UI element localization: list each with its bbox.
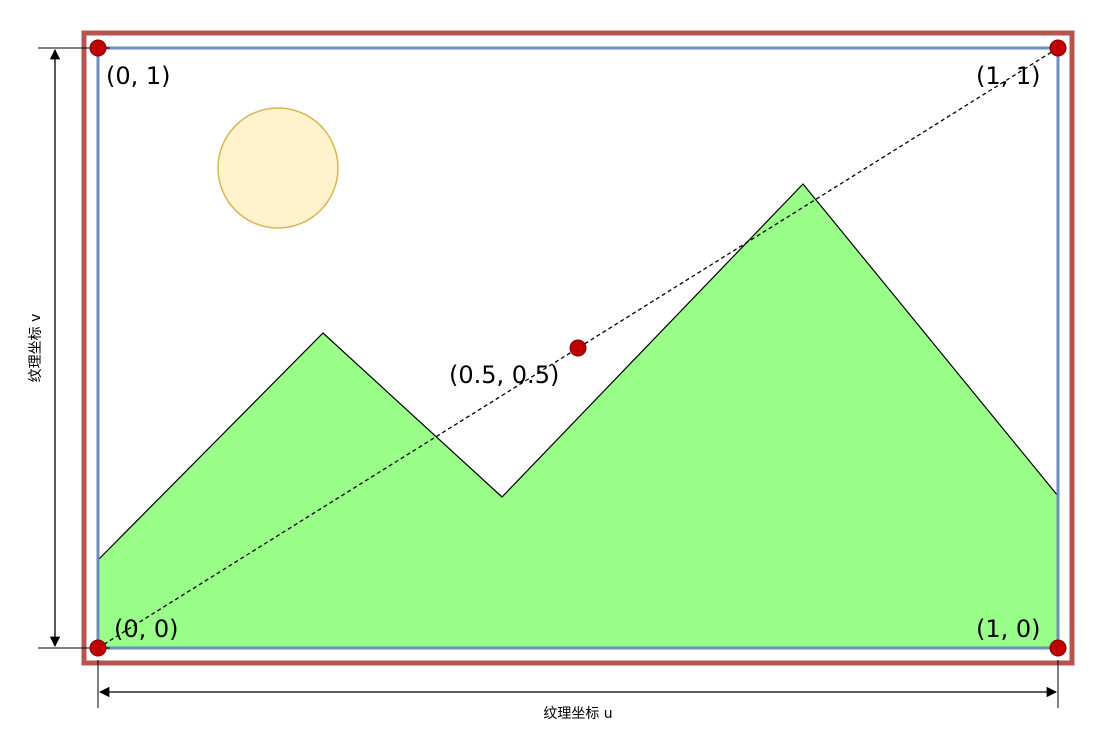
mountains <box>98 184 1058 648</box>
sun <box>217 107 339 229</box>
label-1-0: (1, 0) <box>976 615 1041 643</box>
mountain-outline <box>97 183 1059 561</box>
label-0-1: (0, 1) <box>106 62 171 90</box>
point-0-0 <box>89 639 107 657</box>
point-1-0 <box>1049 639 1067 657</box>
label-0-0: (0, 0) <box>114 615 179 643</box>
label-0.5-0.5: (0.5, 0.5) <box>449 361 559 389</box>
label-1-1: (1, 1) <box>976 62 1041 90</box>
v-axis-label: 纹理坐标 v <box>28 314 44 383</box>
point-0-1 <box>89 39 107 57</box>
outer-frame <box>81 30 1075 666</box>
u-axis-label: 纹理坐标 u <box>543 706 612 722</box>
texture-frame <box>96 46 1060 650</box>
point-1-1 <box>1049 39 1067 57</box>
point-0.5-0.5 <box>569 339 587 357</box>
